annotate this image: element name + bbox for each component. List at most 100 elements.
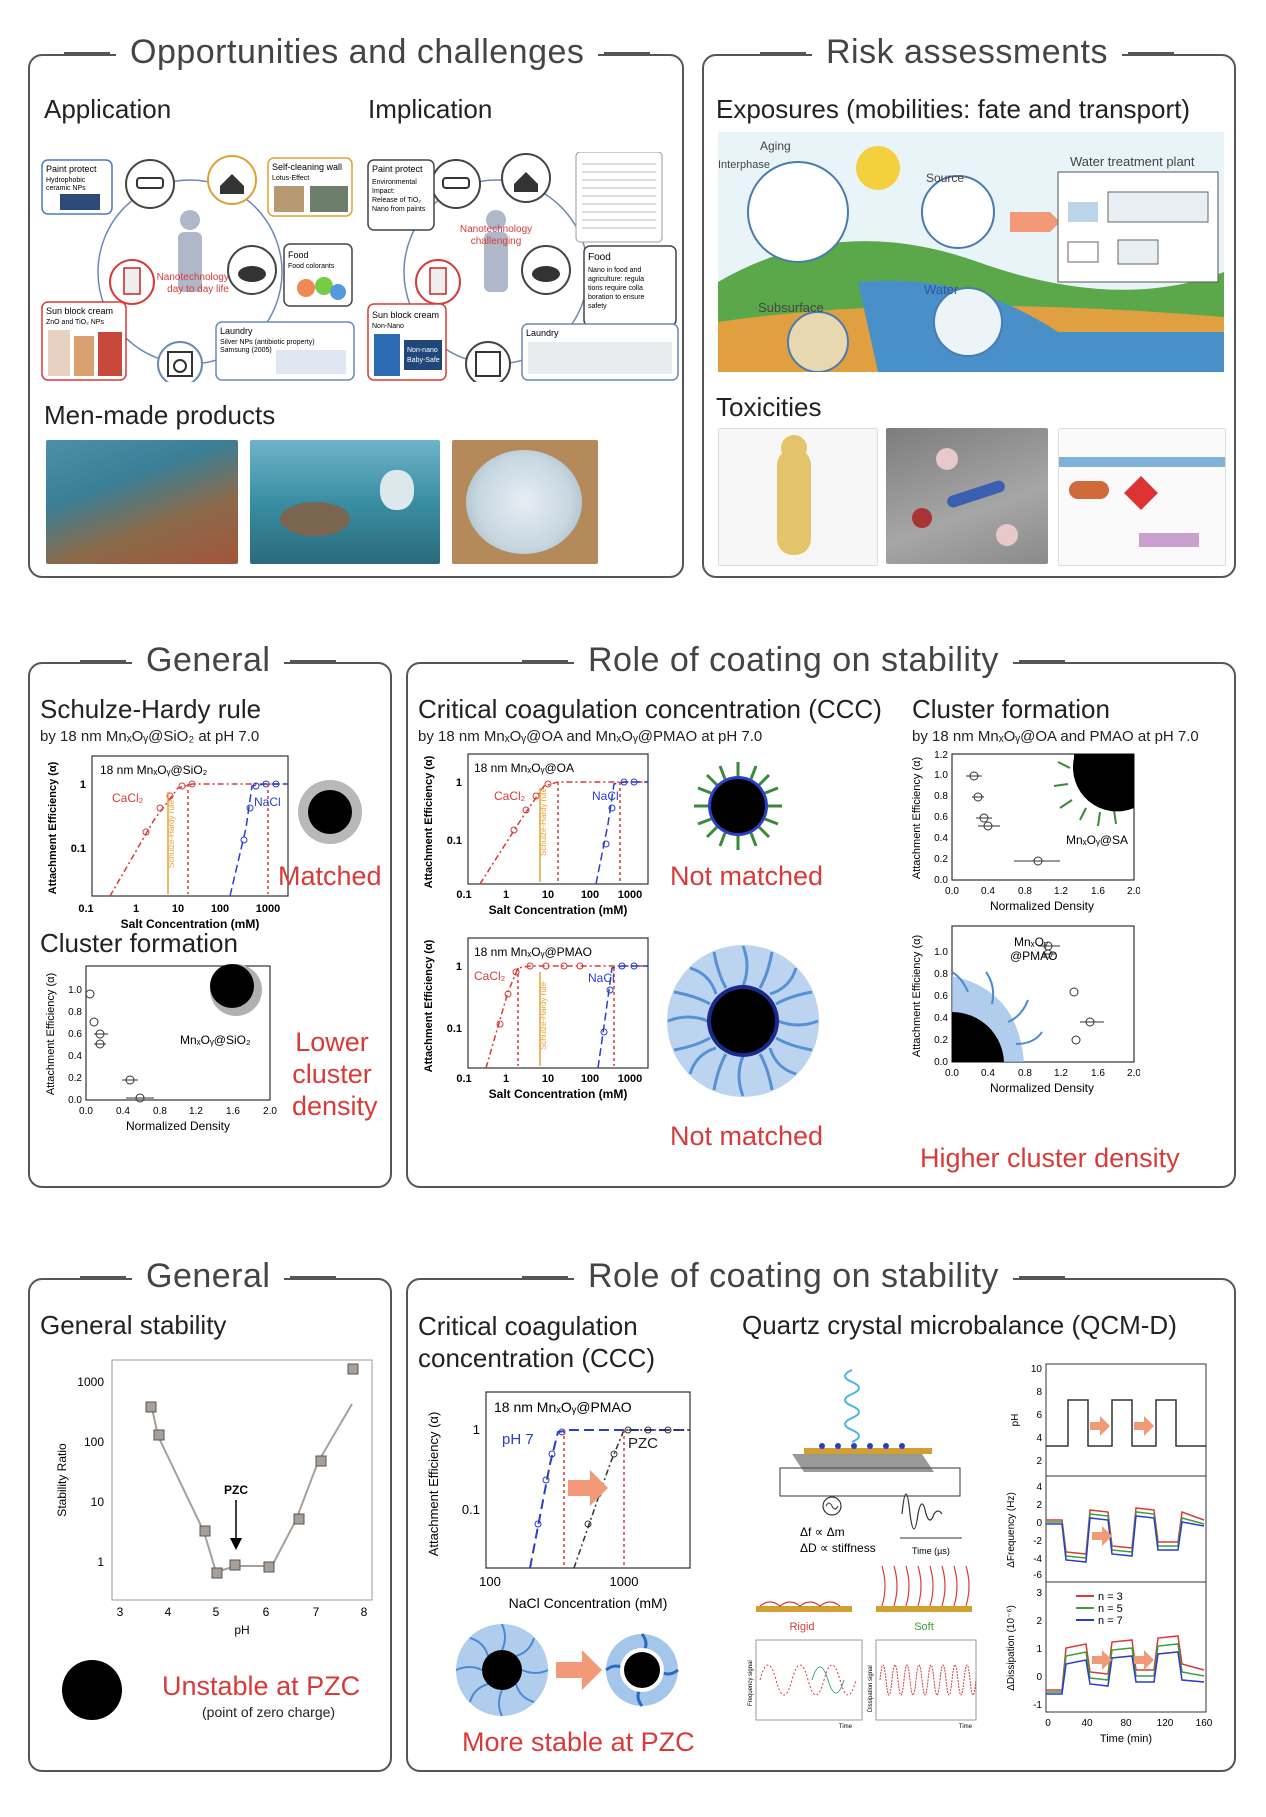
label-source: Source [926, 171, 964, 185]
panel-coating-2: Role of coating on stability Critical co… [406, 640, 1236, 1188]
svg-text:40: 40 [1081, 1718, 1093, 1729]
svg-text:1.0: 1.0 [934, 947, 948, 958]
svg-text:1000: 1000 [618, 889, 642, 901]
qcm-time-label: Time (min) [1100, 1733, 1152, 1745]
ccc-heading-3: Critical coagulation concentration (CCC) [418, 1311, 655, 1373]
svg-text:0: 0 [1045, 1718, 1051, 1729]
plot2-xtick-4: 1.6 [226, 1106, 240, 1117]
ccc-pmao-plot: 18 nm MnₓOᵧ@PMAO CaCl₂ NaCl Schulze-Hard… [423, 937, 649, 1101]
plot1-xtick-1: 1 [133, 903, 139, 915]
qcm-heading: Quartz crystal microbalance (QCM-D) [742, 1310, 1177, 1340]
svg-text:0.0: 0.0 [934, 875, 948, 886]
plot1-rule: Schulze-Hardy rule [167, 799, 176, 868]
label-subsurface: Subsurface [758, 300, 824, 315]
panel-title-opportunities: Opportunities and challenges [63, 32, 651, 72]
qcm-soft: Soft [914, 1621, 934, 1633]
app-item-4-title: Sun block cream [46, 306, 113, 316]
ccc-heading-2: Critical coagulation concentration (CCC) [418, 694, 882, 724]
not-matched-label-2: Not matched [670, 1121, 824, 1151]
more-stable-label: More stable at PZC [462, 1727, 695, 1757]
panel-general-3: General General stability PZC 3 4 5 6 7 … [28, 1256, 392, 1772]
stability-ratio-plot: PZC 3 4 5 6 7 8 1000 100 10 1 pH Stabili… [55, 1359, 373, 1637]
oa-particle-icon [694, 762, 782, 850]
ccc3-ph7: pH 7 [502, 1431, 534, 1448]
toxicities-heading: Toxicities [716, 392, 822, 422]
svg-text:80: 80 [1120, 1718, 1132, 1729]
plot2-xtick-1: 0.4 [116, 1106, 130, 1117]
svg-text:0.0: 0.0 [934, 1057, 948, 1068]
ccc3-ylabel: Attachment Efficiency (α) [426, 1412, 441, 1557]
svg-text:8: 8 [1036, 1387, 1042, 1398]
plotB-ylabel: Attachment Efficiency (α) [423, 939, 435, 1072]
imp-item-1-title: Paint protect [372, 164, 423, 174]
svg-text:1: 1 [503, 889, 509, 901]
panel-title-general-3: General [79, 1256, 338, 1296]
svg-text:10: 10 [542, 889, 554, 901]
svg-text:1: 1 [456, 777, 462, 789]
cluster-plot-pmao: MnₓOᵧ @PMAO 0.0 0.4 0.8 1.2 1.6 2.0 0.0 … [911, 925, 1140, 1095]
schulze-sub: by 18 nm MnₓOᵧ@SiO₂ at pH 7.0 [40, 728, 260, 745]
plot2-ylabel: Attachment Efficiency (α) [45, 973, 57, 1095]
svg-text:1000: 1000 [77, 1375, 104, 1389]
ccc3-pzc: PZC [628, 1435, 658, 1452]
svg-text:8: 8 [361, 1605, 368, 1619]
plotB-rule: Schulze-Hardy rule [539, 981, 548, 1050]
plotA-label: 18 nm MnₓOᵧ@OA [474, 761, 574, 775]
plotC-ylabel: Attachment Efficiency (α) [911, 757, 923, 879]
svg-text:Nano from paints: Nano from paints [372, 206, 426, 213]
plot2-ytick-2: 0.4 [68, 1051, 82, 1062]
qcm-time-series: n = 3 n = 5 n = 7 10 8 6 4 2 4 2 0 -2 -4… [1006, 1363, 1213, 1745]
svg-text:Impact:: Impact: [372, 188, 395, 195]
ocean-waste-photo [46, 440, 238, 564]
svg-text:1.2: 1.2 [1054, 886, 1068, 897]
plotD-xlabel: Normalized Density [990, 1081, 1094, 1095]
not-matched-label-1: Not matched [670, 861, 824, 891]
svg-text:7: 7 [313, 1605, 320, 1619]
svg-text:100: 100 [479, 1574, 501, 1589]
panel-opportunities: Opportunities and challenges Application… [28, 32, 684, 578]
svg-text:1: 1 [503, 1073, 509, 1085]
app-item-2-title: Self-cleaning wall [272, 162, 342, 172]
svg-text:0.2: 0.2 [934, 1035, 948, 1046]
svg-text:0.1: 0.1 [456, 1073, 471, 1085]
svg-text:2: 2 [1036, 1456, 1042, 1467]
microplastics-photo [452, 440, 598, 564]
non-nano-label-1: Non-nano [407, 347, 438, 354]
ccc-sub-2: by 18 nm MnₓOᵧ@OA and MnₓOᵧ@PMAO at pH 7… [418, 728, 763, 745]
svg-text:1.2: 1.2 [934, 750, 948, 761]
panel-title-general-2: General [79, 640, 338, 680]
qcm-time-us: Time (µs) [912, 1546, 950, 1556]
svg-text:0.0: 0.0 [945, 886, 959, 897]
ccc-ph-plot: 18 nm MnₓOᵧ@PMAO pH 7 PZC 100 1000 1 0.1… [426, 1391, 691, 1611]
cluster-heading-right: Cluster formation [912, 694, 1110, 724]
label-aging: Aging [760, 139, 791, 153]
app-item-3-title: Food [288, 250, 309, 260]
plot2-ytick-0: 0.0 [68, 1095, 82, 1106]
plotA-rule: Schulze-Hardy rule [539, 787, 548, 856]
svg-text:Hydrophobic: Hydrophobic [46, 177, 86, 184]
plot1-ytick-1: 0.1 [71, 843, 86, 855]
svg-text:1: 1 [1036, 1644, 1042, 1655]
plot2-ytick-3: 0.6 [68, 1029, 82, 1040]
plotB-cacl2: CaCl₂ [474, 969, 506, 983]
svg-text:0.2: 0.2 [934, 854, 948, 865]
plot1-label: 18 nm MnₓOᵧ@SiO₂ [100, 763, 208, 777]
panel-risk: Risk assessments Exposures (mobilities: … [702, 32, 1236, 578]
cluster-sub-right: by 18 nm MnₓOᵧ@OA and PMAO at pH 7.0 [912, 728, 1199, 745]
stability-xlabel: pH [234, 1623, 249, 1637]
svg-text:4: 4 [165, 1605, 172, 1619]
plot2-ytick-1: 0.2 [68, 1073, 82, 1084]
qcm-freq-signal: Frequency signal [748, 1660, 754, 1706]
qcm-rigid: Rigid [789, 1621, 814, 1633]
svg-text:0.1: 0.1 [447, 835, 462, 847]
svg-text:-4: -4 [1033, 1554, 1042, 1565]
svg-text:1: 1 [473, 1422, 480, 1437]
svg-text:Release of TiO₂: Release of TiO₂ [372, 197, 421, 204]
svg-text:ceramic NPs: ceramic NPs [46, 185, 86, 192]
svg-text:0: 0 [1036, 1672, 1042, 1683]
ccc3-label: 18 nm MnₓOᵧ@PMAO [494, 1399, 632, 1415]
svg-text:6: 6 [1036, 1410, 1042, 1421]
matched-label: Matched [278, 861, 382, 891]
diseases-figure [718, 428, 878, 566]
qcm-dd: ΔD ∝ stiffness [800, 1541, 876, 1555]
